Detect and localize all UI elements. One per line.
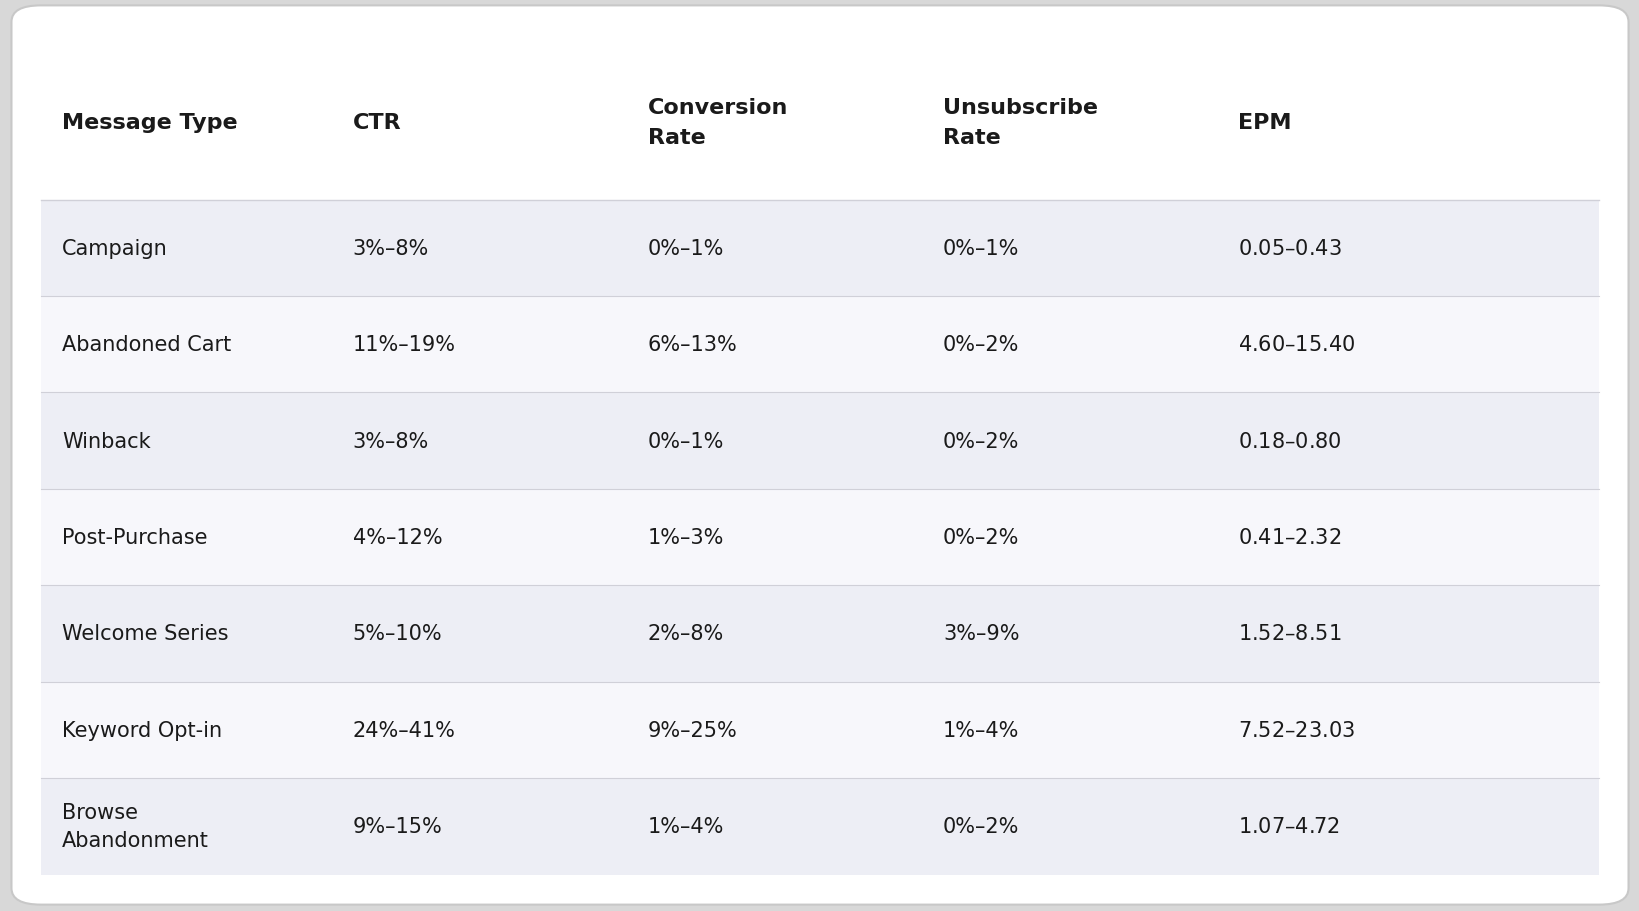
Text: Conversion
Rate: Conversion Rate	[647, 98, 788, 148]
Bar	[41, 489, 1598, 586]
Text: 5%–10%: 5%–10%	[352, 624, 443, 644]
Bar	[41, 64, 1598, 200]
Text: 4%–12%: 4%–12%	[352, 527, 443, 548]
Text: 24%–41%: 24%–41%	[352, 720, 456, 740]
Text: 2%–8%: 2%–8%	[647, 624, 723, 644]
Text: Winback: Winback	[62, 431, 151, 451]
Text: $0.05–$0.43: $0.05–$0.43	[1237, 239, 1341, 259]
Bar	[41, 682, 1598, 778]
Text: 1%–3%: 1%–3%	[647, 527, 724, 548]
FancyBboxPatch shape	[11, 6, 1628, 905]
Text: Unsubscribe
Rate: Unsubscribe Rate	[942, 98, 1098, 148]
Bar	[41, 393, 1598, 489]
Text: Abandoned Cart: Abandoned Cart	[62, 335, 231, 355]
Bar	[41, 200, 1598, 297]
Text: $7.52–$23.03: $7.52–$23.03	[1237, 720, 1354, 740]
Text: 0%–1%: 0%–1%	[647, 431, 724, 451]
Text: 0%–1%: 0%–1%	[942, 239, 1019, 259]
Text: 0%–2%: 0%–2%	[942, 816, 1019, 836]
Text: 3%–8%: 3%–8%	[352, 239, 428, 259]
Text: $1.52–$8.51: $1.52–$8.51	[1237, 624, 1341, 644]
Text: 6%–13%: 6%–13%	[647, 335, 738, 355]
Bar	[41, 297, 1598, 393]
Text: Campaign: Campaign	[62, 239, 167, 259]
Text: Post-Purchase: Post-Purchase	[62, 527, 208, 548]
Text: 1%–4%: 1%–4%	[942, 720, 1019, 740]
Text: 0%–1%: 0%–1%	[647, 239, 724, 259]
Text: 1%–4%: 1%–4%	[647, 816, 724, 836]
Text: 9%–25%: 9%–25%	[647, 720, 738, 740]
Text: Browse
Abandonment: Browse Abandonment	[62, 803, 210, 850]
Text: 3%–8%: 3%–8%	[352, 431, 428, 451]
Text: EPM: EPM	[1237, 113, 1292, 133]
Text: $4.60–$15.40: $4.60–$15.40	[1237, 335, 1355, 355]
Bar	[41, 778, 1598, 875]
Text: 3%–9%: 3%–9%	[942, 624, 1019, 644]
Text: 9%–15%: 9%–15%	[352, 816, 443, 836]
Text: 0%–2%: 0%–2%	[942, 431, 1019, 451]
Text: 11%–19%: 11%–19%	[352, 335, 456, 355]
Text: $0.41–$2.32: $0.41–$2.32	[1237, 527, 1341, 548]
Text: $0.18–$0.80: $0.18–$0.80	[1237, 431, 1341, 451]
Text: Welcome Series: Welcome Series	[62, 624, 229, 644]
Text: $1.07–$4.72: $1.07–$4.72	[1237, 816, 1339, 836]
Text: 0%–2%: 0%–2%	[942, 527, 1019, 548]
Text: Keyword Opt-in: Keyword Opt-in	[62, 720, 223, 740]
Text: Message Type: Message Type	[62, 113, 238, 133]
Text: CTR: CTR	[352, 113, 402, 133]
Text: 0%–2%: 0%–2%	[942, 335, 1019, 355]
Bar	[41, 586, 1598, 682]
